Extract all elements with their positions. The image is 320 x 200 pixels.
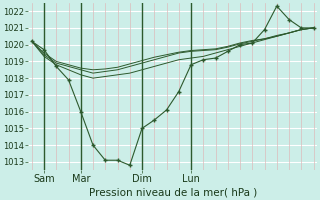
- X-axis label: Pression niveau de la mer( hPa ): Pression niveau de la mer( hPa ): [89, 187, 257, 197]
